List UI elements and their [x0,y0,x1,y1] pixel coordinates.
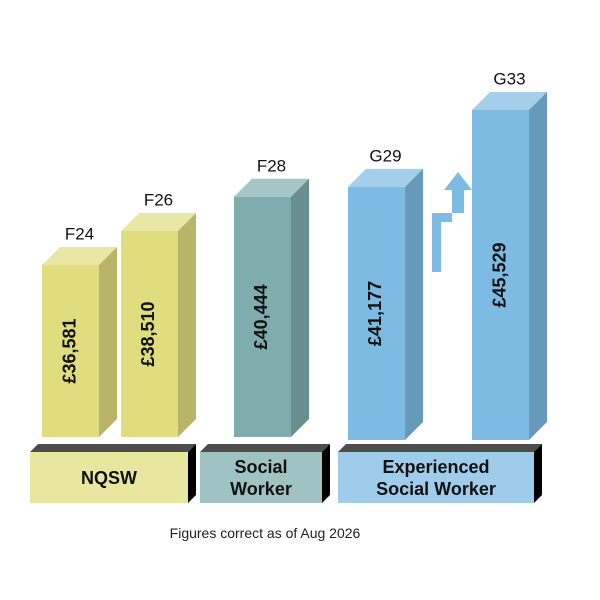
group-label: Experienced Social Worker [376,456,496,499]
group-box-side [322,444,330,503]
grade-label: G33 [493,69,525,88]
group-box [200,452,322,503]
bar [121,230,178,437]
group-label: NQSW [81,467,137,488]
group-box [30,452,188,503]
grade-label: F28 [257,156,286,175]
bar-side [405,168,423,441]
bar [348,186,405,440]
value-label: £38,510 [138,301,158,366]
value-label: £45,529 [489,242,509,307]
bar-top [348,168,423,187]
value-label: £40,444 [251,284,271,349]
group-box-side [534,444,542,503]
grade-label: F24 [65,224,94,243]
value-label: £36,581 [59,318,79,383]
bar [234,196,291,437]
group-box-top [30,444,196,452]
group-box-top [200,444,330,452]
bar-side [529,92,547,440]
bar-top [234,178,309,197]
grade-label: G29 [369,146,401,165]
bar-side [291,178,309,438]
group-label: Social Worker [230,456,292,499]
growth-arrow [432,172,472,272]
group-box-side [188,444,196,503]
bar-top [42,247,117,265]
footnote: Figures correct as of Aug 2026 [169,525,361,541]
bar-top [121,212,196,231]
grade-label: F26 [144,190,173,209]
bar-top [472,92,547,110]
group-box-top [338,444,542,452]
value-label: £41,177 [365,281,385,346]
bar-side [178,212,196,437]
bar-side [99,247,117,437]
bar [42,265,99,437]
bar [472,110,529,440]
group-box [338,452,534,503]
